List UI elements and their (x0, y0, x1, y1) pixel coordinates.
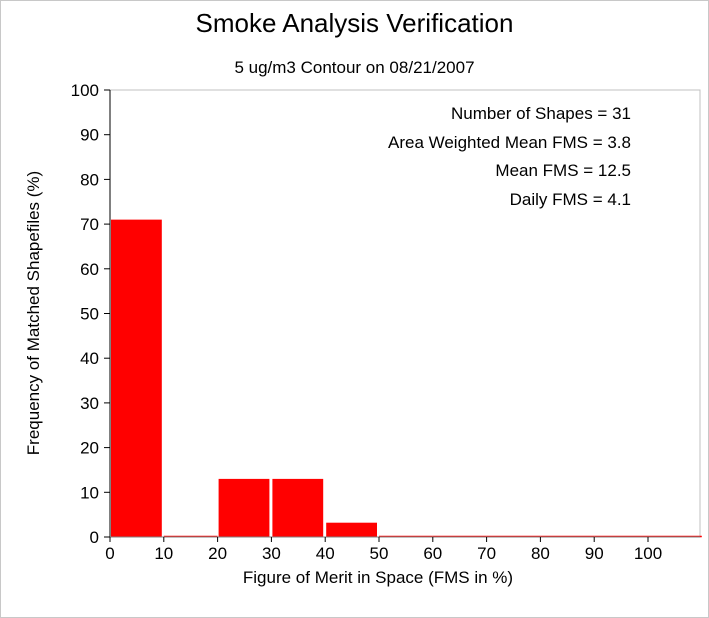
x-tick-label: 100 (634, 544, 662, 563)
histogram-bar (111, 219, 162, 537)
chart-subtitle: 5 ug/m3 Contour on 08/21/2007 (234, 58, 475, 77)
x-tick-label: 10 (154, 544, 173, 563)
y-tick-label: 80 (80, 170, 99, 189)
annotation-mean-fms: Mean FMS = 12.5 (495, 161, 631, 180)
y-tick-label: 30 (80, 394, 99, 413)
x-tick-label: 30 (262, 544, 281, 563)
histogram-bar (272, 478, 324, 537)
x-tick-label: 20 (208, 544, 227, 563)
x-tick-label: 80 (531, 544, 550, 563)
x-tick-label: 60 (423, 544, 442, 563)
x-tick-label: 0 (105, 544, 114, 563)
y-tick-label: 50 (80, 305, 99, 324)
x-tick-label: 90 (585, 544, 604, 563)
x-tick-label: 40 (316, 544, 335, 563)
x-axis-label: Figure of Merit in Space (FMS in %) (242, 568, 514, 587)
y-tick-label: 100 (71, 81, 99, 100)
y-tick-label: 60 (80, 260, 99, 279)
y-tick-label: 90 (80, 126, 99, 145)
annotation-number-of-shapes: Number of Shapes = 31 (450, 104, 631, 123)
annotation-area-weighted-mean-fms: Area Weighted Mean FMS = 3.8 (387, 132, 631, 152)
y-tick-label: 40 (80, 349, 99, 368)
chart-title: Smoke Analysis Verification (195, 8, 514, 38)
y-tick-label: 20 (80, 439, 99, 458)
annotation-daily-fms: Daily FMS = 4.1 (509, 189, 631, 209)
y-tick-label: 10 (80, 483, 99, 502)
histogram-bar (218, 478, 270, 537)
histogram-bar (326, 522, 377, 537)
y-tick-label: 0 (90, 528, 99, 547)
y-axis-label: Frequency of Matched Shapefiles (%) (24, 170, 43, 456)
y-tick-label: 70 (80, 215, 99, 234)
stats-annotation-box: Number of Shapes = 31 Area Weighted Mean… (388, 100, 631, 214)
x-tick-label: 70 (477, 544, 496, 563)
x-tick-label: 50 (370, 544, 389, 563)
